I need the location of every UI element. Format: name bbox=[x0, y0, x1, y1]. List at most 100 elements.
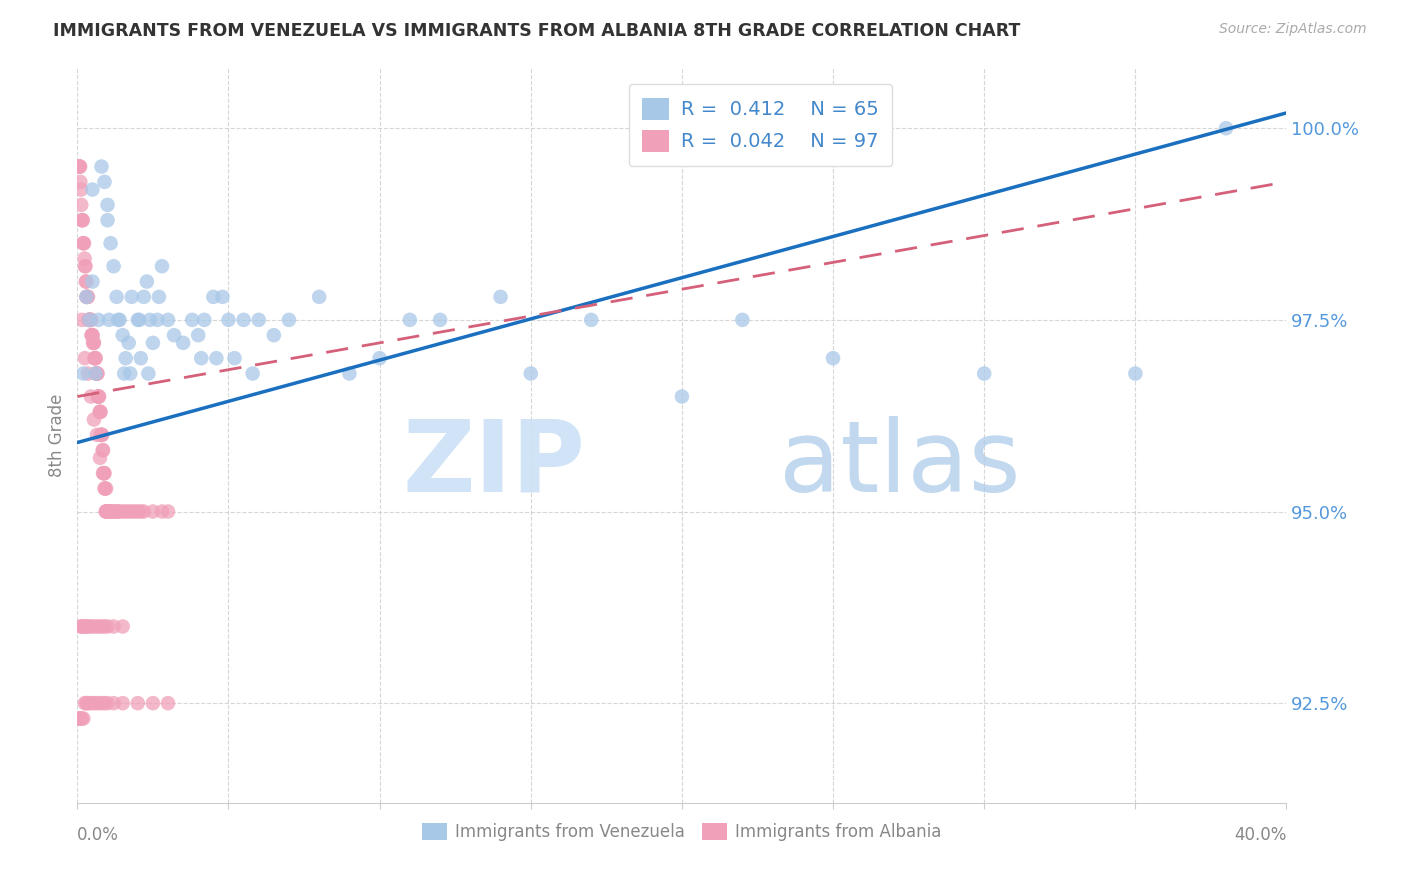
Point bbox=[77, 313, 100, 327]
Point bbox=[429, 313, 451, 327]
Point bbox=[82, 335, 104, 350]
Point bbox=[821, 351, 844, 366]
Point bbox=[91, 427, 114, 442]
Point bbox=[82, 328, 104, 343]
Point bbox=[72, 367, 94, 381]
Point bbox=[142, 335, 165, 350]
Point bbox=[87, 390, 110, 404]
Point bbox=[111, 619, 134, 633]
Point bbox=[187, 328, 209, 343]
Point bbox=[138, 367, 160, 381]
Point bbox=[232, 313, 254, 327]
Y-axis label: 8th Grade: 8th Grade bbox=[48, 393, 66, 476]
Point bbox=[86, 427, 108, 442]
Point bbox=[94, 504, 117, 518]
Point bbox=[108, 504, 131, 518]
Point bbox=[100, 236, 122, 251]
Point bbox=[89, 405, 111, 419]
Point bbox=[96, 213, 118, 227]
Point bbox=[70, 182, 93, 196]
Point bbox=[104, 504, 127, 518]
Point bbox=[91, 466, 114, 480]
Point bbox=[67, 160, 90, 174]
Point bbox=[73, 259, 96, 273]
Point bbox=[148, 290, 170, 304]
Point bbox=[118, 335, 141, 350]
Text: atlas: atlas bbox=[779, 416, 1021, 513]
Point bbox=[128, 313, 150, 327]
Point bbox=[75, 290, 97, 304]
Point bbox=[70, 213, 93, 227]
Point bbox=[75, 275, 97, 289]
Text: Source: ZipAtlas.com: Source: ZipAtlas.com bbox=[1219, 22, 1367, 37]
Point bbox=[96, 504, 118, 518]
Point bbox=[84, 696, 107, 710]
Point bbox=[100, 504, 122, 518]
Point bbox=[79, 313, 101, 327]
Point bbox=[91, 443, 114, 458]
Point bbox=[77, 367, 100, 381]
Point bbox=[70, 198, 93, 212]
Point bbox=[86, 367, 108, 381]
Point bbox=[112, 367, 135, 381]
Point bbox=[93, 466, 115, 480]
Point bbox=[127, 696, 149, 710]
Point bbox=[224, 351, 246, 366]
Point bbox=[93, 466, 115, 480]
Point bbox=[82, 275, 104, 289]
Point bbox=[75, 290, 97, 304]
Point bbox=[107, 313, 129, 327]
Point bbox=[87, 696, 110, 710]
Point bbox=[90, 427, 112, 442]
Point bbox=[87, 390, 110, 404]
Point bbox=[129, 351, 152, 366]
Point bbox=[731, 313, 754, 327]
Point bbox=[105, 290, 128, 304]
Point bbox=[94, 482, 117, 496]
Point bbox=[82, 182, 104, 196]
Point bbox=[79, 619, 101, 633]
Point bbox=[96, 619, 118, 633]
Point bbox=[118, 504, 141, 518]
Point bbox=[70, 313, 93, 327]
Point bbox=[87, 313, 110, 327]
Point bbox=[93, 696, 115, 710]
Point bbox=[520, 367, 543, 381]
Point bbox=[105, 504, 128, 518]
Point bbox=[69, 175, 91, 189]
Point bbox=[79, 313, 101, 327]
Point bbox=[139, 313, 162, 327]
Point bbox=[103, 259, 125, 273]
Point bbox=[150, 504, 173, 518]
Point bbox=[83, 351, 105, 366]
Point bbox=[132, 290, 155, 304]
Point bbox=[93, 619, 115, 633]
Point bbox=[82, 696, 104, 710]
Point bbox=[157, 696, 180, 710]
Text: 0.0%: 0.0% bbox=[77, 826, 120, 844]
Point bbox=[83, 335, 105, 350]
Point bbox=[72, 711, 94, 725]
Point bbox=[80, 313, 103, 327]
Text: 40.0%: 40.0% bbox=[1234, 826, 1286, 844]
Point bbox=[581, 313, 603, 327]
Point bbox=[94, 482, 117, 496]
Point bbox=[218, 313, 240, 327]
Point bbox=[67, 711, 90, 725]
Point bbox=[83, 335, 105, 350]
Point bbox=[103, 504, 125, 518]
Point bbox=[150, 259, 173, 273]
Point bbox=[90, 619, 112, 633]
Point bbox=[98, 313, 121, 327]
Point bbox=[70, 711, 93, 725]
Point bbox=[82, 328, 104, 343]
Point bbox=[75, 619, 97, 633]
Point bbox=[93, 482, 115, 496]
Point bbox=[242, 367, 264, 381]
Point bbox=[127, 504, 149, 518]
Point bbox=[111, 328, 134, 343]
Point bbox=[79, 313, 101, 327]
Point bbox=[75, 696, 97, 710]
Point bbox=[70, 213, 93, 227]
Point bbox=[247, 313, 270, 327]
